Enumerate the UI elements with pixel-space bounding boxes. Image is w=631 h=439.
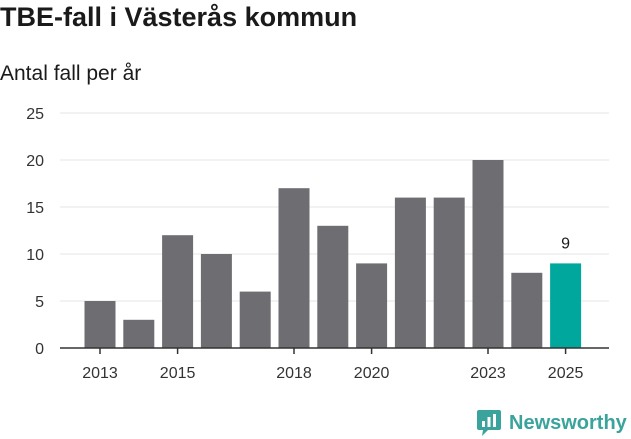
brand-logo: Newsworthy: [476, 408, 627, 438]
bar-chart-logo-icon: [477, 410, 501, 436]
y-tick-label: 25: [26, 106, 44, 123]
data-label: 9: [561, 235, 570, 252]
bar: [317, 225, 349, 348]
bar-highlight: [550, 263, 582, 348]
x-tick-label: 2025: [548, 365, 584, 382]
bar: [84, 301, 116, 348]
bar: [200, 254, 232, 348]
chart-subtitle: Antal fall per år: [0, 62, 142, 85]
bar: [278, 188, 310, 348]
x-tick-label: 2013: [82, 365, 118, 382]
bar: [356, 263, 388, 348]
bar: [511, 272, 543, 348]
bar: [162, 235, 194, 348]
x-tick-label: 2015: [160, 365, 196, 382]
x-tick-label: 2023: [470, 365, 506, 382]
y-tick-label: 10: [26, 247, 44, 264]
brand-name: Newsworthy: [509, 411, 627, 434]
y-tick-label: 5: [35, 294, 44, 311]
y-tick-label: 0: [35, 341, 44, 358]
bar: [394, 197, 426, 348]
x-tick-label: 2018: [276, 365, 312, 382]
chart-title: TBE-fall i Västerås kommun: [0, 2, 358, 32]
bar: [123, 319, 155, 348]
bar: [433, 197, 465, 348]
y-tick-label: 15: [26, 200, 44, 217]
y-tick-label: 20: [26, 153, 44, 170]
x-tick-label: 2020: [354, 365, 390, 382]
bar: [239, 291, 271, 348]
bar: [472, 160, 504, 348]
